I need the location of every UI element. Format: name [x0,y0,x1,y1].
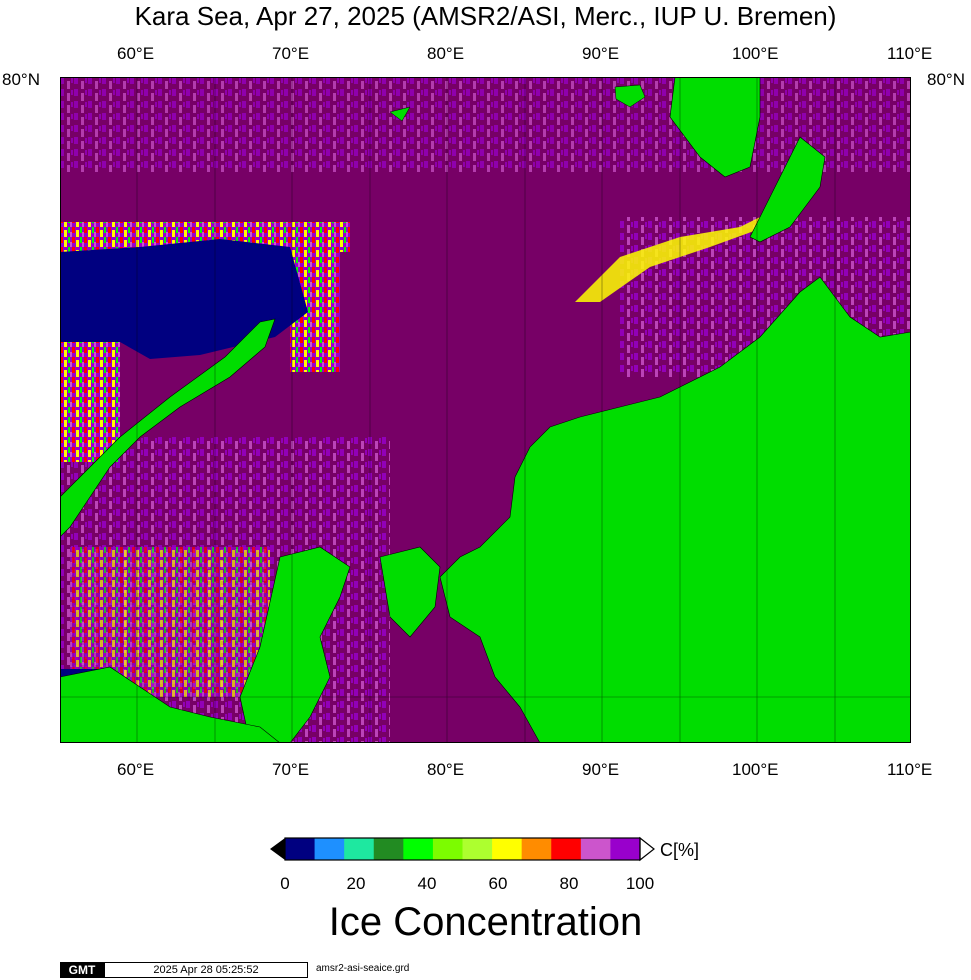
colorbar-over-arrow [639,836,655,862]
lon-label-bottom-100: 100°E [732,760,779,779]
colorbar-cell [285,838,316,860]
grid-filename: amsr2-asi-seaice.grd [316,963,410,974]
colorbar-cell [521,838,552,860]
colorbar-label-100: 100 [625,874,655,893]
colorbar-label-20: 20 [346,874,366,893]
lon-label-bottom-70: 70°E [272,760,310,779]
vaygach-mainland-coast [60,666,281,743]
colorbar-label-0: 0 [280,874,290,893]
colorbar-label-60: 60 [488,874,508,893]
lon-label-top-70: 70°E [272,44,310,63]
lon-label-top-60: 60°E [117,44,155,63]
ice-concentration-map [60,77,911,743]
graticule [60,77,911,743]
colorbar-cell [373,838,404,860]
lon-label-bottom-110: 110°E [887,760,933,779]
ice-marginal-arc-north [575,217,765,302]
colorbar [270,836,655,862]
colorbar-title: Ice Concentration [328,900,643,944]
colorbar-cell [610,838,641,860]
colorbar-under-arrow [270,838,285,860]
lon-label-top-80: 80°E [427,44,465,63]
colorbar-cell [344,838,375,860]
lat-label-right: 80°N [927,70,965,89]
timestamp: 2025 Apr 28 05:25:52 [104,962,308,978]
gmt-logo: GMT [60,962,104,978]
lon-label-bottom-90: 90°E [582,760,620,779]
gydan-peninsula [379,546,441,638]
lon-label-top-100: 100°E [732,44,779,63]
colorbar-cell [403,838,434,860]
open-water-barents [60,239,308,359]
colorbar-label-40: 40 [417,874,437,893]
colorbar-cell [314,838,345,860]
colorbar-unit: C[%] [660,840,700,860]
map-canvas [60,77,911,743]
ice-marginal-zone-coast [60,342,120,462]
island-small-north-1 [614,84,646,108]
lon-label-top-90: 90°E [582,44,620,63]
colorbar-cell [492,838,523,860]
map-title: Kara Sea, Apr 27, 2025 (AMSR2/ASI, Merc.… [134,1,837,31]
severnaya-zemlya-south [749,136,826,243]
lat-label-left: 80°N [2,70,40,89]
lon-label-bottom-60: 60°E [117,760,155,779]
colorbar-cell [580,838,611,860]
island-small-north-2 [389,106,411,122]
severnaya-zemlya-north [669,77,761,178]
colorbar-cell [462,838,493,860]
ice-speckle-north [60,77,911,172]
colorbar-cell [432,838,463,860]
novaya-zemlya [60,318,276,538]
taymyr-peninsula [439,276,911,743]
colorbar-cell [551,838,582,860]
map-frame [60,77,911,743]
lon-label-bottom-80: 80°E [427,760,465,779]
colorbar-label-80: 80 [559,874,579,893]
colorbar-frame [284,837,641,861]
lon-label-top-110: 110°E [887,44,933,63]
